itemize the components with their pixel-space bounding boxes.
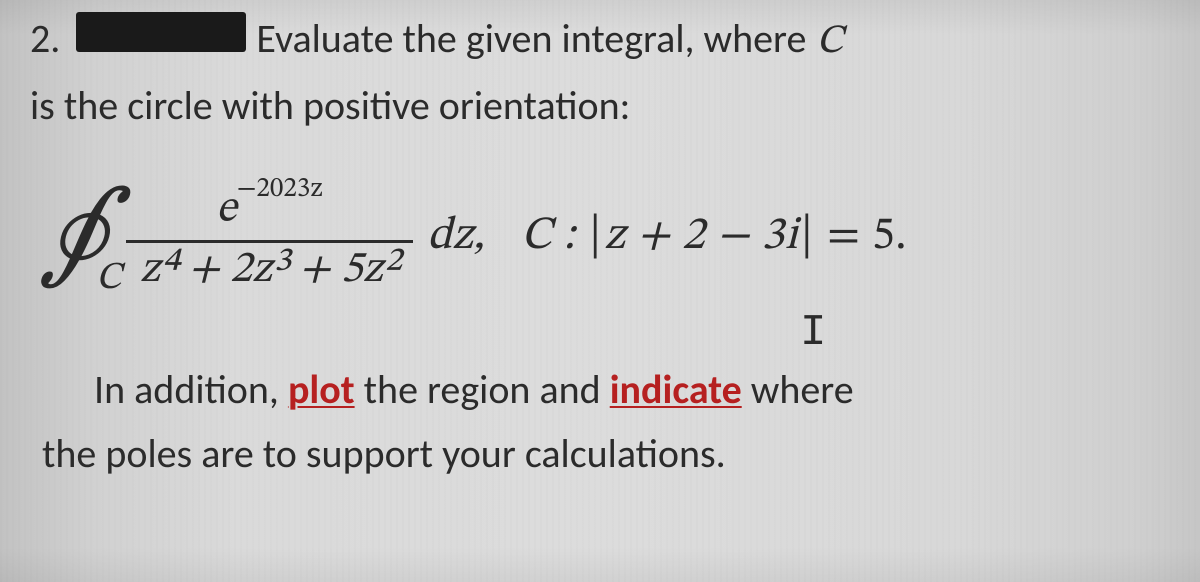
- contour-integral-symbol: ∮ C: [42, 182, 116, 290]
- integrand-numerator: e−2023z: [202, 173, 337, 240]
- prompt-line-1: 2. Evaluate the given integral, where C: [30, 10, 1178, 71]
- abs-bar-left: |: [587, 212, 604, 260]
- prompt-line-2: is the circle with positive orientation:: [30, 77, 1178, 135]
- instr1-mid: the region and: [355, 365, 610, 414]
- problem-page: 2. Evaluate the given integral, where C …: [0, 0, 1200, 582]
- contour-label: C :: [521, 213, 575, 259]
- integrand-denominator: z⁴ + 2z³ + 5z²: [126, 243, 413, 300]
- contour-abs-expr: z + 2 − 3i: [604, 213, 798, 259]
- instruction-line-1: In addition, plot the region and indicat…: [30, 362, 1178, 418]
- contour-rhs: = 5.: [827, 213, 907, 259]
- numerator-exponent: −2023z: [237, 176, 323, 203]
- text-cursor: I: [800, 308, 1178, 358]
- prompt-line-1-text: Evaluate the given integral, where: [256, 10, 806, 68]
- question-number: 2.: [30, 10, 60, 68]
- numerator-base: e: [216, 188, 236, 232]
- instr1-tail: where: [742, 365, 854, 414]
- redacted-block: [76, 12, 246, 52]
- integral-equation: ∮ C e−2023z z⁴ + 2z³ + 5z² dz, C : |z + …: [30, 173, 1178, 300]
- contour-symbol-c: C: [816, 13, 843, 71]
- keyword-indicate: indicate: [610, 365, 742, 414]
- abs-bar-right: |: [798, 212, 815, 260]
- integral-subscript: C: [96, 260, 121, 298]
- integrand-fraction: e−2023z z⁴ + 2z³ + 5z²: [126, 173, 413, 300]
- instruction-line-2: the poles are to support your calculatio…: [30, 426, 1178, 482]
- instr1-lead: In addition,: [94, 365, 288, 414]
- keyword-plot: plot: [288, 365, 355, 414]
- contour-definition: C : |z + 2 − 3i| = 5.: [498, 206, 907, 266]
- differential-dz: dz,: [427, 207, 484, 265]
